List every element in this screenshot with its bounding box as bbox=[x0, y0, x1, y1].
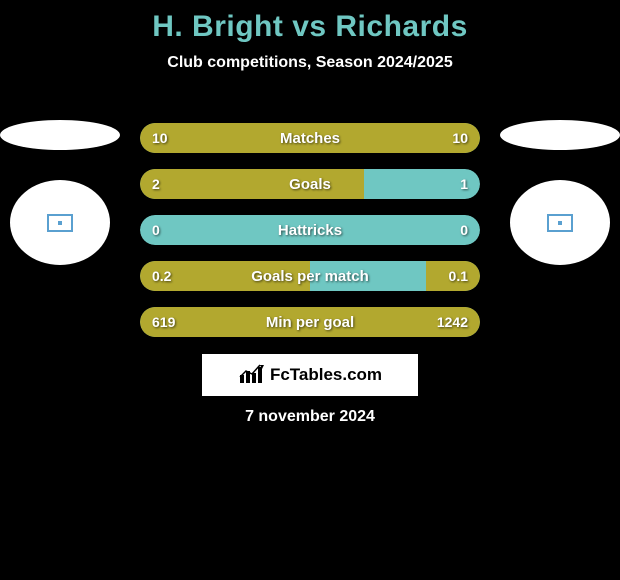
comparison-subtitle: Club competitions, Season 2024/2025 bbox=[0, 54, 620, 72]
stat-bar-fill-left bbox=[140, 169, 364, 199]
stat-value-left: 0.2 bbox=[152, 261, 171, 291]
stat-value-left: 10 bbox=[152, 123, 168, 153]
avatar-placeholder-icon bbox=[47, 214, 73, 232]
player-right-block bbox=[500, 120, 620, 265]
player-left-block bbox=[0, 120, 120, 265]
comparison-title: H. Bright vs Richards bbox=[0, 0, 620, 44]
stat-value-right: 1242 bbox=[437, 307, 468, 337]
stat-value-left: 2 bbox=[152, 169, 160, 199]
figure-root: H. Bright vs Richards Club competitions,… bbox=[0, 0, 620, 580]
player-right-name-pill bbox=[500, 120, 620, 150]
brand-box: FcTables.com bbox=[202, 354, 418, 396]
brand-chart-icon bbox=[238, 363, 266, 388]
stat-bars-area: 1010Matches21Goals00Hattricks0.20.1Goals… bbox=[140, 123, 480, 353]
stat-row: 21Goals bbox=[140, 169, 480, 199]
stat-value-left: 0 bbox=[152, 215, 160, 245]
player-right-avatar bbox=[510, 180, 610, 265]
stat-row: 00Hattricks bbox=[140, 215, 480, 245]
stat-bar-bg bbox=[140, 215, 480, 245]
stat-value-right: 0.1 bbox=[449, 261, 468, 291]
brand-text: FcTables.com bbox=[270, 365, 382, 385]
player-left-name-pill bbox=[0, 120, 120, 150]
stat-value-right: 0 bbox=[460, 215, 468, 245]
stat-value-right: 10 bbox=[452, 123, 468, 153]
stat-row: 6191242Min per goal bbox=[140, 307, 480, 337]
stat-value-left: 619 bbox=[152, 307, 175, 337]
stat-row: 0.20.1Goals per match bbox=[140, 261, 480, 291]
stat-row: 1010Matches bbox=[140, 123, 480, 153]
avatar-placeholder-icon bbox=[547, 214, 573, 232]
player-left-avatar bbox=[10, 180, 110, 265]
date-line: 7 november 2024 bbox=[0, 408, 620, 426]
stat-value-right: 1 bbox=[460, 169, 468, 199]
